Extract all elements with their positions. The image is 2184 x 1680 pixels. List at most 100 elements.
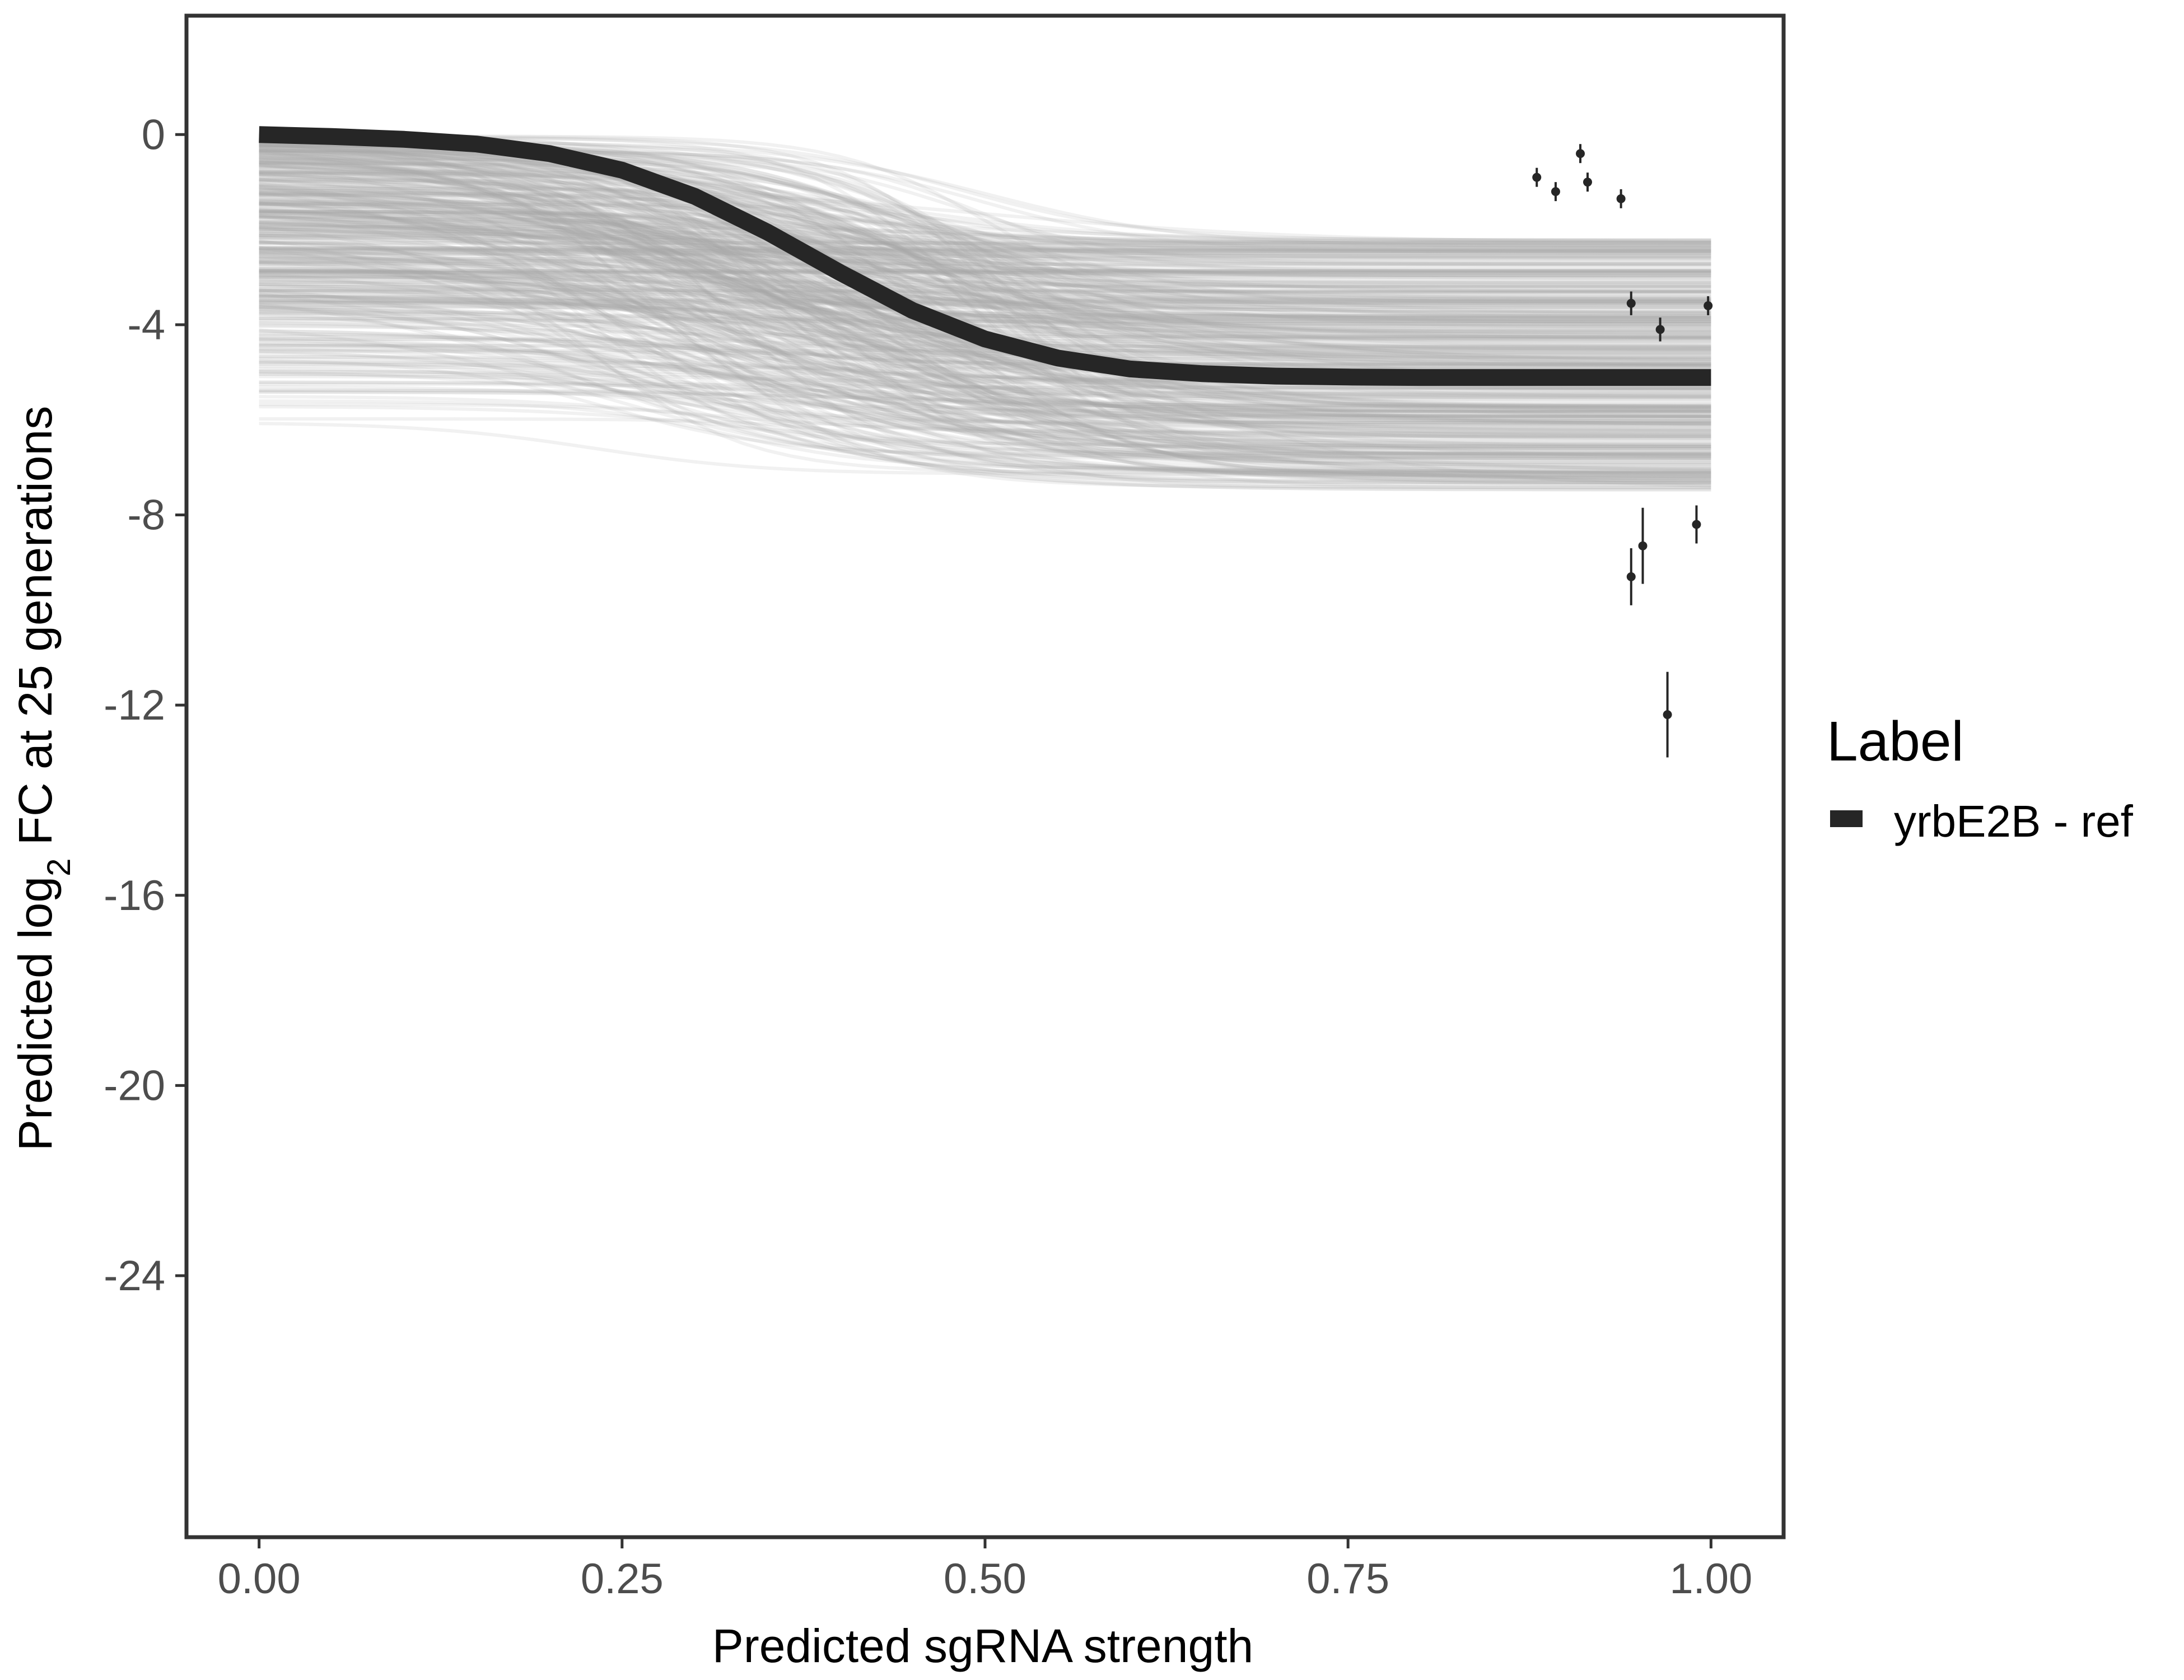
x-axis: 0.00 0.25 0.50 0.75 1.00 bbox=[218, 1537, 1752, 1603]
posterior-draw-line bbox=[259, 171, 1711, 472]
posterior-draw-line bbox=[259, 276, 1711, 406]
posterior-draw-line bbox=[259, 188, 1711, 246]
posterior-draw-line bbox=[259, 207, 1711, 311]
data-point bbox=[1626, 298, 1636, 308]
posterior-draw-line bbox=[259, 193, 1711, 418]
posterior-draw-line bbox=[259, 292, 1711, 480]
data-point bbox=[1626, 572, 1636, 581]
posterior-draw-line bbox=[259, 343, 1711, 413]
posterior-draw-line bbox=[259, 332, 1711, 412]
posterior-draw-line bbox=[259, 141, 1711, 367]
y-axis: 0 -4 -8 -12 -16 -20 -24 bbox=[104, 111, 186, 1300]
posterior-draw-line bbox=[259, 246, 1711, 456]
posterior-draw-line bbox=[259, 177, 1711, 484]
posterior-draw-line bbox=[259, 225, 1711, 245]
posterior-draw-line bbox=[259, 151, 1711, 318]
posterior-draw-line bbox=[259, 166, 1711, 327]
posterior-draw-line bbox=[259, 165, 1711, 260]
posterior-draw-line bbox=[259, 329, 1711, 396]
posterior-draw-line bbox=[259, 163, 1711, 460]
posterior-draw-line bbox=[259, 173, 1711, 310]
posterior-draw-line bbox=[259, 323, 1711, 423]
y-tick-label: 0 bbox=[142, 111, 165, 158]
posterior-draw-line bbox=[259, 276, 1711, 438]
posterior-draw-line bbox=[259, 202, 1711, 408]
posterior-draw-line bbox=[259, 198, 1711, 278]
posterior-draw-line bbox=[259, 343, 1711, 456]
posterior-draw-line bbox=[259, 149, 1711, 365]
posterior-draw-line bbox=[259, 293, 1711, 302]
posterior-draw-line bbox=[259, 269, 1711, 321]
legend: Label yrbE2B - ref bbox=[1827, 710, 2134, 846]
posterior-draw-line bbox=[259, 234, 1711, 334]
posterior-draw-line bbox=[259, 220, 1711, 244]
posterior-draw-line bbox=[259, 221, 1711, 470]
posterior-draw-line bbox=[259, 160, 1711, 426]
posterior-draw-line bbox=[259, 185, 1711, 412]
posterior-draw-line bbox=[259, 192, 1711, 288]
posterior-draw-line bbox=[259, 234, 1711, 454]
posterior-draw-line bbox=[259, 155, 1711, 359]
x-tick-label: 1.00 bbox=[1669, 1555, 1752, 1603]
data-point bbox=[1551, 187, 1560, 197]
posterior-draw-line bbox=[259, 310, 1711, 466]
posterior-draw-line bbox=[259, 278, 1711, 344]
posterior-draw-line bbox=[259, 210, 1711, 341]
posterior-draw-line bbox=[259, 213, 1711, 487]
posterior-draw-line bbox=[259, 174, 1711, 344]
posterior-draw-line bbox=[259, 156, 1711, 420]
posterior-draw-line bbox=[259, 194, 1711, 461]
posterior-draw-line bbox=[259, 223, 1711, 432]
data-point bbox=[1576, 149, 1585, 158]
posterior-draw-line bbox=[259, 287, 1711, 298]
posterior-draw-line bbox=[259, 268, 1711, 433]
posterior-draw-line bbox=[259, 280, 1711, 490]
posterior-draw-line bbox=[259, 184, 1711, 244]
posterior-draw-line bbox=[259, 263, 1711, 458]
posterior-draw-line bbox=[259, 190, 1711, 287]
posterior-draw-line bbox=[259, 141, 1711, 328]
posterior-draw-line bbox=[259, 152, 1711, 458]
posterior-draw-line bbox=[259, 226, 1711, 305]
posterior-draw-line bbox=[259, 269, 1711, 435]
posterior-draw-line bbox=[259, 180, 1711, 248]
data-point bbox=[1583, 178, 1592, 187]
posterior-draw-line bbox=[259, 176, 1711, 264]
posterior-draw-line bbox=[259, 213, 1711, 331]
y-axis-title-suffix: FC at 25 generations bbox=[9, 406, 62, 858]
posterior-draw-line bbox=[259, 239, 1711, 451]
posterior-draw-line bbox=[259, 170, 1711, 458]
posterior-draw-line bbox=[259, 231, 1711, 326]
posterior-draw-line bbox=[259, 267, 1711, 366]
posterior-draw-line bbox=[259, 236, 1711, 247]
posterior-draw-line bbox=[259, 249, 1711, 332]
data-point bbox=[1655, 325, 1665, 334]
posterior-draw-line bbox=[259, 390, 1711, 456]
posterior-draw-line bbox=[259, 201, 1711, 406]
y-tick-label: -16 bbox=[104, 872, 165, 920]
posterior-draw-line bbox=[259, 237, 1711, 281]
posterior-draw-line bbox=[259, 157, 1711, 252]
posterior-draw-line bbox=[259, 333, 1711, 371]
posterior-draw-line bbox=[259, 399, 1711, 470]
posterior-draw-line bbox=[259, 295, 1711, 457]
posterior-draw-line bbox=[259, 273, 1711, 293]
posterior-draw-line bbox=[259, 138, 1711, 425]
posterior-draw-line bbox=[259, 273, 1711, 492]
fit-curve-layer bbox=[259, 126, 1711, 386]
posterior-draw-line bbox=[259, 230, 1711, 265]
posterior-draw-line bbox=[259, 306, 1711, 474]
posterior-draw-line bbox=[259, 308, 1711, 424]
posterior-draw-line bbox=[259, 170, 1711, 392]
posterior-draw-line bbox=[259, 291, 1711, 460]
posterior-draw-line bbox=[259, 240, 1711, 314]
posterior-draw-line bbox=[259, 198, 1711, 351]
legend-label: yrbE2B - ref bbox=[1894, 796, 2134, 846]
posterior-draw-line bbox=[259, 143, 1711, 426]
posterior-draw-line bbox=[259, 275, 1711, 418]
posterior-draw-line bbox=[259, 158, 1711, 334]
posterior-draw-line bbox=[259, 170, 1711, 319]
posterior-draw-line bbox=[259, 316, 1711, 451]
posterior-draw-line bbox=[259, 175, 1711, 298]
